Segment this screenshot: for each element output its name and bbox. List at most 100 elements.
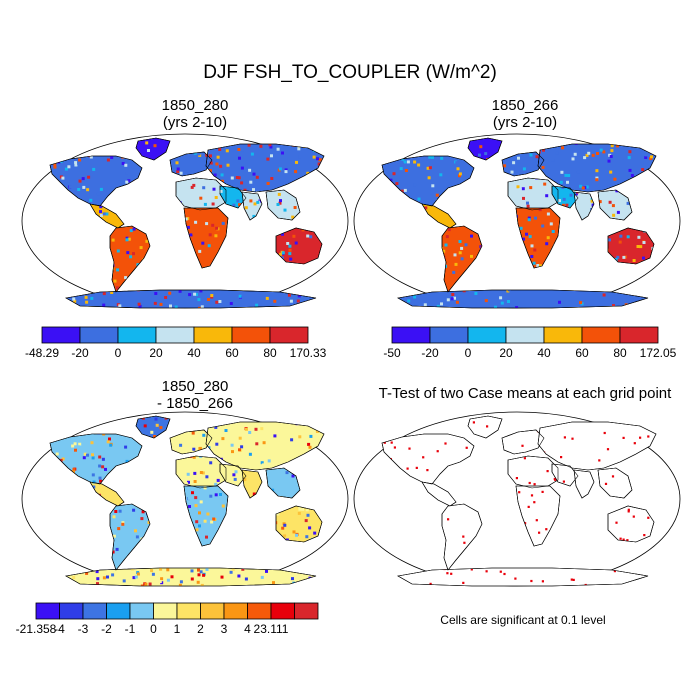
- grid-cell: [115, 547, 119, 551]
- coastline-north-america: [381, 155, 475, 207]
- colorbar-max-label: 23.111: [253, 622, 289, 636]
- grid-cell: [199, 196, 203, 200]
- grid-cell: [150, 569, 154, 573]
- grid-cell: [168, 291, 172, 295]
- grid-cell: [318, 562, 322, 566]
- significant-cell: [570, 578, 573, 581]
- panel-1-colorbar: [41, 326, 309, 344]
- grid-cell: [265, 296, 269, 300]
- significant-cell: [465, 446, 468, 449]
- grid-cell: [546, 236, 550, 240]
- grid-cell: [59, 458, 63, 462]
- significant-cell: [472, 421, 475, 424]
- grid-cell: [329, 549, 332, 552]
- grid-cell: [624, 255, 627, 259]
- grid-cell: [78, 179, 82, 183]
- grid-cell: [530, 244, 534, 248]
- grid-cell: [281, 151, 284, 155]
- grid-cell: [72, 470, 75, 474]
- grid-cell: [293, 206, 297, 209]
- grid-cell: [84, 142, 88, 146]
- coastline-greenland: [467, 137, 503, 161]
- grid-cell: [392, 153, 396, 157]
- grid-cell: [43, 305, 46, 308]
- grid-cell: [84, 295, 88, 299]
- grid-cell: [642, 241, 646, 244]
- grid-cell: [632, 259, 636, 262]
- grid-cell: [192, 447, 196, 451]
- grid-cell: [85, 300, 89, 304]
- grid-cell: [252, 188, 255, 192]
- grid-cell: [599, 148, 603, 152]
- grid-cell: [319, 303, 323, 307]
- grid-cell: [525, 232, 528, 236]
- grid-cell: [108, 491, 112, 494]
- coastline-central-america: [421, 203, 457, 229]
- grid-cell: [51, 297, 55, 301]
- grid-cell: [77, 150, 80, 154]
- grid-cell: [176, 167, 180, 171]
- grid-cell: [306, 171, 310, 175]
- grid-cell: [276, 147, 280, 151]
- grid-cell: [224, 429, 228, 432]
- coastline-middle-east: [551, 463, 579, 487]
- significant-cell: [376, 554, 378, 556]
- grid-cell: [303, 580, 307, 584]
- grid-cell: [288, 244, 292, 248]
- grid-cell: [309, 300, 313, 304]
- grid-cell: [53, 163, 57, 167]
- grid-cell: [292, 530, 296, 534]
- grid-cell: [74, 305, 78, 308]
- grid-cell: [167, 573, 171, 577]
- grid-cell: [218, 300, 222, 303]
- grid-cell: [401, 162, 405, 166]
- grid-cell: [316, 272, 320, 276]
- grid-cell: [273, 469, 277, 473]
- grid-cell: [634, 284, 638, 288]
- grid-cell: [399, 167, 403, 171]
- grid-cell: [50, 279, 51, 283]
- grid-cell: [215, 442, 219, 446]
- grid-cell: [316, 157, 319, 161]
- grid-cell: [174, 305, 178, 308]
- significant-cell: [619, 537, 622, 540]
- grid-cell: [129, 229, 133, 233]
- grid-cell: [298, 507, 302, 511]
- grid-cell: [451, 293, 455, 296]
- grid-cell: [90, 422, 94, 426]
- coastline-india: [573, 469, 595, 499]
- grid-cell: [390, 158, 394, 162]
- grid-cell: [209, 154, 212, 158]
- grid-cell: [140, 584, 144, 586]
- grid-cell: [82, 185, 86, 189]
- grid-cell: [622, 255, 626, 259]
- grid-cell: [244, 577, 248, 581]
- grid-cell: [649, 157, 653, 161]
- grid-cell: [85, 571, 89, 575]
- grid-cell: [633, 304, 637, 308]
- grid-cell: [619, 234, 623, 238]
- grid-cell: [198, 446, 202, 450]
- grid-cell: [72, 297, 76, 301]
- grid-cell: [262, 441, 266, 445]
- grid-cell: [209, 461, 213, 465]
- grid-cell: [535, 155, 539, 159]
- significant-cell: [503, 572, 506, 576]
- grid-cell: [526, 204, 530, 208]
- panel-2-title: 1850_266 (yrs 2-10): [365, 97, 685, 131]
- significant-cell: [528, 481, 531, 485]
- grid-cell: [260, 575, 264, 579]
- grid-cell: [98, 476, 102, 480]
- significant-cell: [563, 436, 566, 439]
- grid-cell: [219, 189, 223, 193]
- grid-cell: [55, 452, 59, 456]
- grid-cell: [627, 142, 631, 146]
- grid-cell: [656, 154, 659, 157]
- grid-cell: [50, 272, 51, 276]
- significant-cell: [390, 441, 393, 444]
- grid-cell: [324, 422, 327, 425]
- coastline-north-america: [49, 155, 143, 207]
- grid-cell: [110, 156, 114, 159]
- grid-cell: [407, 299, 411, 303]
- grid-cell: [194, 496, 198, 500]
